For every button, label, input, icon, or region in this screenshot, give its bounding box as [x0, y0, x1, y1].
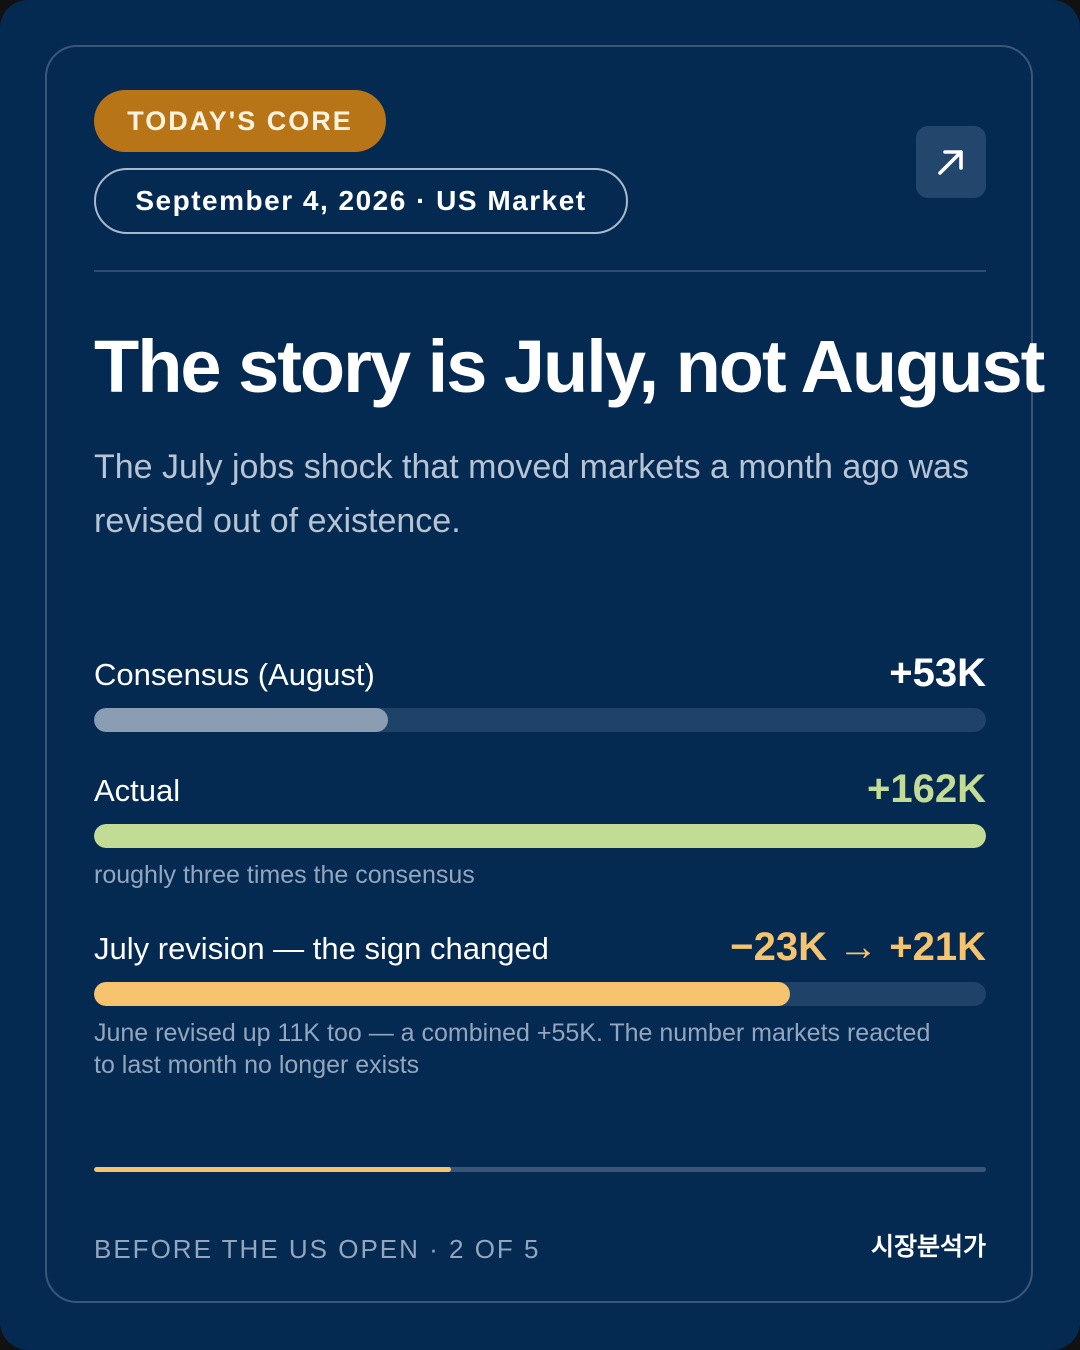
- story-progress-fill: [94, 1167, 451, 1172]
- metric-bar-fill-july-revision: [94, 982, 790, 1006]
- share-button[interactable]: [916, 126, 986, 198]
- metric-label-consensus: Consensus (August): [94, 657, 375, 692]
- metric-bar-consensus: [94, 708, 986, 732]
- subheadline: The July jobs shock that moved markets a…: [94, 448, 969, 540]
- metric-bar-july-revision: [94, 982, 986, 1006]
- metric-value-july-revision: −23K → +21K: [730, 925, 986, 969]
- metric-note-july-revision: June revised up 11K too — a combined +55…: [94, 1019, 931, 1079]
- todays-core-badge: TODAY'S CORE: [94, 90, 386, 152]
- metric-bar-fill-actual: [94, 824, 986, 848]
- footer-context: BEFORE THE US OPEN · 2 OF 5: [94, 1234, 541, 1264]
- metric-label-july-revision: July revision — the sign changed: [94, 931, 549, 966]
- metric-bar-fill-consensus: [94, 708, 389, 732]
- metric-note-actual: roughly three times the consensus: [94, 861, 475, 889]
- metric-value-actual: +162K: [867, 767, 986, 811]
- header-divider: [94, 270, 986, 272]
- metric-value-consensus: +53K: [889, 651, 986, 695]
- story-card: [45, 45, 1033, 1303]
- metric-label-actual: Actual: [94, 773, 181, 808]
- headline: The story is July, not August: [94, 325, 1045, 408]
- story-progress-bar: [94, 1167, 986, 1172]
- date-market-pill: September 4, 2026 · US Market: [94, 168, 628, 234]
- arrow-up-right-icon: [938, 150, 963, 175]
- brand-name: 시장분석가: [870, 1233, 986, 1261]
- metric-bar-actual: [94, 824, 986, 848]
